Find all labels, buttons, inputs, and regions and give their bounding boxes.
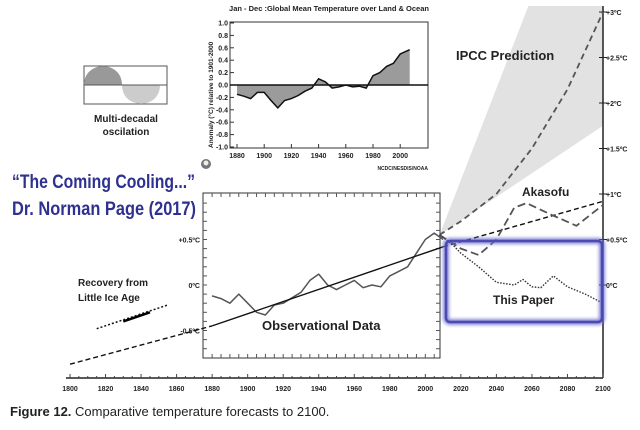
inset-y-tick-label: -1.0 (216, 145, 228, 152)
y-tick-label: +2ºC (606, 101, 622, 108)
recovery-label-2: Little Ice Age (78, 293, 140, 304)
this-paper-label: This Paper (493, 293, 555, 307)
inset-y-tick-label: 0.8 (218, 33, 228, 40)
oscillation-label-2: oscilation (103, 127, 150, 138)
inset-x-tick-label: 1980 (365, 153, 381, 160)
inset-y-tick-label: 0.4 (218, 58, 228, 65)
observational-label: Observational Data (262, 318, 381, 333)
y-tick-label: +0.5ºC (606, 238, 627, 245)
y-tick-label-left: +0.5ºC (179, 238, 200, 245)
x-tick-label: 2080 (560, 386, 576, 393)
recovery-solid-segment (122, 311, 151, 323)
x-tick-label: 1800 (62, 386, 78, 393)
oscillation-icon (83, 65, 168, 105)
inset-x-tick-label: 1940 (311, 153, 327, 160)
series-recovery-segment (96, 304, 168, 330)
x-tick-label: 1840 (133, 386, 149, 393)
series-recovery-from-little-ice-age (69, 325, 213, 365)
inset-y-tick-label: -0.8 (216, 132, 228, 139)
observational-box (202, 192, 441, 359)
inset-y-tick-label: -0.4 (216, 107, 228, 114)
x-tick-label: 1920 (275, 386, 291, 393)
inset-x-tick-label: 2000 (392, 153, 408, 160)
inset-ylabel: Anomaly (°C) relative to 1901-2000 (207, 41, 215, 148)
inset-x-tick-label: 1880 (229, 153, 245, 160)
recovery-label-1: Recovery from (78, 278, 148, 289)
x-tick-label: 2040 (489, 386, 505, 393)
y-tick-label: +2.5ºC (606, 56, 627, 63)
y-tick-label: +3ºC (606, 10, 622, 17)
ipcc-label: IPCC Prediction (456, 48, 554, 63)
inset-y-tick-label: -0.2 (216, 95, 228, 102)
caption-label: Figure 12. (10, 404, 72, 419)
inset-anomaly-area (237, 49, 410, 108)
inset-smoothed-line (236, 49, 411, 110)
akasofu-label: Akasofu (522, 185, 569, 199)
x-tick-label: 2020 (453, 386, 469, 393)
inset-y-tick-label: 1.0 (218, 21, 228, 28)
inset-y-tick-label: 0.0 (218, 83, 228, 90)
x-tick-label: 1820 (98, 386, 114, 393)
y-tick-label: 0ºC (606, 283, 618, 290)
this-paper-highlight-glow (443, 238, 605, 325)
x-tick-label: 2000 (418, 386, 434, 393)
figure-caption: Figure 12. Comparative temperature forec… (10, 404, 329, 419)
series-observational-data (211, 232, 444, 316)
series-akasofu (439, 202, 604, 256)
oscillation-label-1: Multi-decadal (94, 114, 158, 125)
inset-y-tick-label: 0.6 (218, 45, 228, 52)
x-tick-label: 2060 (524, 386, 540, 393)
x-tick-label: 2100 (595, 386, 611, 393)
inset-y-tick-label: 0.2 (218, 70, 228, 77)
caption-text: Comparative temperature forecasts to 210… (71, 404, 330, 419)
headline-title: “The Coming Cooling...” (12, 172, 195, 193)
y-ticks-right: +3ºC +2.5ºC +2ºC +1.5ºC +1ºC +0.5ºC 0ºC (599, 10, 627, 290)
this-paper-highlight-box (444, 239, 604, 324)
inset-source: NCDC/NESDIS/NOAA (377, 166, 428, 172)
figure: 1800 1820 1840 1860 1880 1900 1920 1940 1960 1980… (12, 4, 627, 393)
inset-x-tick-label: 1960 (338, 153, 354, 160)
series-trend (211, 246, 444, 327)
x-ticks: 1800 1820 1840 1860 1880 1900 1920 1940 1960 1980… (62, 374, 611, 393)
y-tick-label: +1ºC (606, 192, 622, 199)
x-tick-label: 1880 (204, 386, 220, 393)
y-tick-label: +1.5ºC (606, 147, 627, 154)
x-tick-label: 1960 (346, 386, 362, 393)
inset-y-tick-label: -0.6 (216, 120, 228, 127)
headline-author: Dr. Norman Page (2017) (12, 199, 196, 220)
ipcc-uncertainty-band (439, 6, 603, 235)
series-ipcc-prediction (439, 11, 604, 236)
series-this-paper (439, 234, 604, 304)
x-tick-label: 1980 (382, 386, 398, 393)
inset-layer: 1.0 0.8 0.6 0.4 0.2 0.0 -0.2 -0.4 -0.6 -0.8 -1.018… (216, 21, 428, 160)
inset-x-tick-label: 1920 (284, 153, 300, 160)
x-tick-label: 1940 (311, 386, 327, 393)
x-tick-label: 1900 (240, 386, 256, 393)
noaa-inset: Jan - Dec :Global Mean Temperature over … (201, 4, 429, 172)
y-tick-label-left: 0ºC (188, 283, 200, 290)
inset-x-tick-label: 1900 (256, 153, 272, 160)
ipcc-band-layer (439, 6, 603, 235)
inset-title: Jan - Dec :Global Mean Temperature over … (229, 4, 429, 13)
x-tick-label: 1860 (169, 386, 185, 393)
noaa-logo-icon (201, 159, 211, 169)
